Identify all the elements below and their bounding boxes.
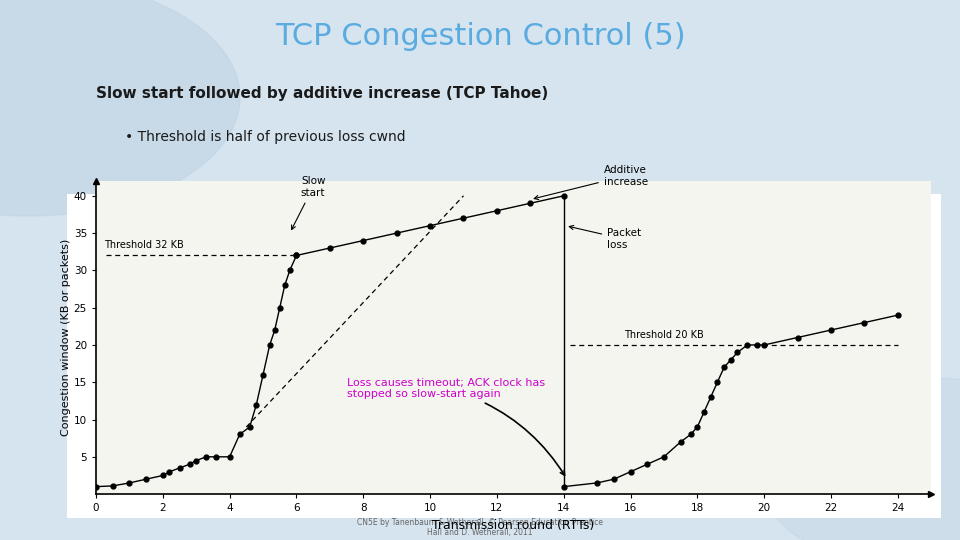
- Circle shape: [0, 0, 240, 216]
- Circle shape: [758, 378, 960, 540]
- Text: Threshold 20 KB: Threshold 20 KB: [624, 330, 704, 340]
- Text: • Threshold is half of previous loss cwnd: • Threshold is half of previous loss cwn…: [125, 130, 405, 144]
- Text: Slow start followed by additive increase (TCP Tahoe): Slow start followed by additive increase…: [96, 86, 548, 102]
- FancyBboxPatch shape: [67, 194, 941, 518]
- Text: CN5E by Tanenbaum & Wetherall, © Pearson Education Prentice
Hall and D. Wetheral: CN5E by Tanenbaum & Wetherall, © Pearson…: [357, 518, 603, 537]
- X-axis label: Transmission round (RTTs): Transmission round (RTTs): [432, 519, 595, 532]
- Text: Additive
increase: Additive increase: [534, 165, 648, 200]
- Text: Packet
loss: Packet loss: [569, 226, 641, 250]
- Text: Loss causes timeout; ACK clock has
stopped so slow-start again: Loss causes timeout; ACK clock has stopp…: [347, 377, 564, 475]
- Y-axis label: Congestion window (KB or packets): Congestion window (KB or packets): [60, 239, 71, 436]
- Text: TCP Congestion Control (5): TCP Congestion Control (5): [275, 22, 685, 51]
- Text: Slow
start: Slow start: [292, 176, 325, 230]
- Text: Threshold 32 KB: Threshold 32 KB: [105, 240, 184, 249]
